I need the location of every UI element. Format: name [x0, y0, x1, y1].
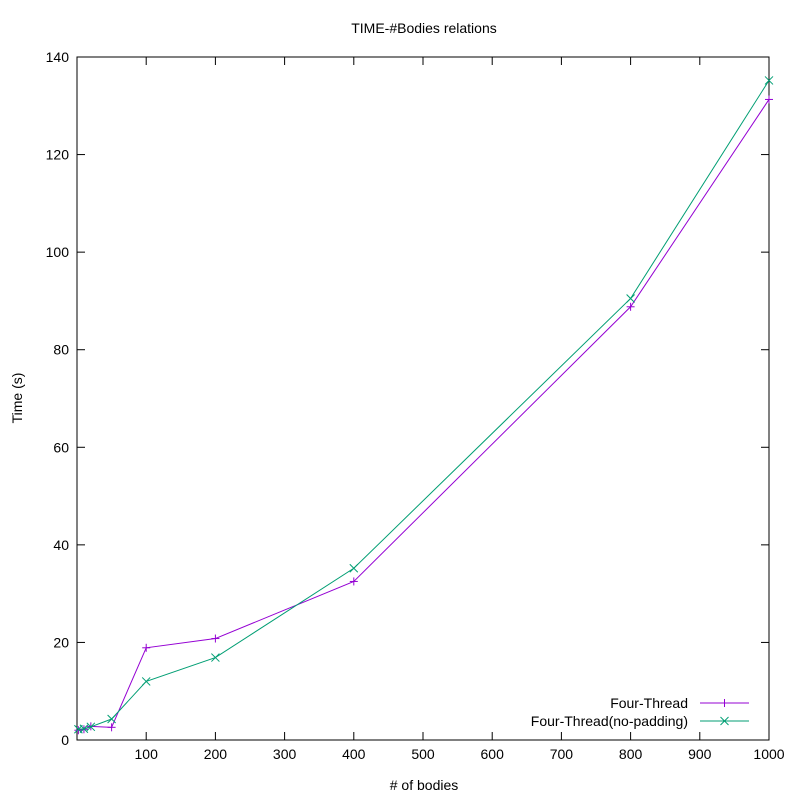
data-point [211, 653, 220, 662]
x-tick-label: 800 [619, 746, 643, 762]
y-tick-label: 60 [53, 439, 69, 455]
axis-ticks: 0 20 40 60 80 100 120 140 100 200 300 400 500 600 700 8… [46, 49, 785, 762]
data-point [211, 634, 220, 643]
data-point [626, 302, 635, 311]
x-tick-label: 200 [204, 746, 228, 762]
data-point [349, 577, 358, 586]
x-tick-label: 1000 [753, 746, 784, 762]
x-tick-label: 600 [481, 746, 505, 762]
data-point [349, 563, 359, 573]
data-point [764, 76, 774, 85]
y-tick-label: 20 [53, 634, 69, 650]
y-tick-label: 120 [46, 147, 70, 163]
data-point [107, 723, 116, 732]
y-tick-label: 140 [46, 49, 70, 65]
data-point [626, 294, 635, 303]
legend: Four-Thread Four-Thread(no-padding) [531, 695, 749, 729]
series-2 [74, 76, 774, 734]
legend-item: Four-Thread(no-padding) [531, 713, 749, 729]
chart-title: TIME-#Bodies relations [351, 20, 497, 36]
x-tick-label: 100 [135, 746, 159, 762]
legend-item: Four-Thread [610, 695, 749, 711]
x-tick-label: 700 [550, 746, 574, 762]
x-tick-label: 900 [688, 746, 712, 762]
data-point [142, 643, 151, 652]
y-axis-title: Time (s) [9, 373, 25, 424]
legend-marker [720, 716, 729, 726]
y-tick-label: 80 [53, 342, 69, 358]
legend-label: Four-Thread [610, 695, 688, 711]
data-point [74, 726, 83, 735]
x-axis-title: # of bodies [390, 777, 459, 793]
x-tick-label: 500 [411, 746, 435, 762]
data-point [79, 724, 89, 734]
y-tick-label: 40 [53, 537, 69, 553]
data-point [765, 95, 773, 104]
x-tick-label: 400 [342, 746, 366, 762]
y-tick-label: 100 [46, 244, 70, 260]
x-tick-label: 300 [273, 746, 297, 762]
data-point [86, 722, 96, 732]
data-point [107, 714, 116, 724]
legend-label: Four-Thread(no-padding) [531, 713, 688, 729]
y-tick-label: 0 [61, 732, 69, 748]
data-point [141, 677, 151, 686]
series-layer [74, 76, 774, 735]
legend-marker [720, 699, 729, 707]
